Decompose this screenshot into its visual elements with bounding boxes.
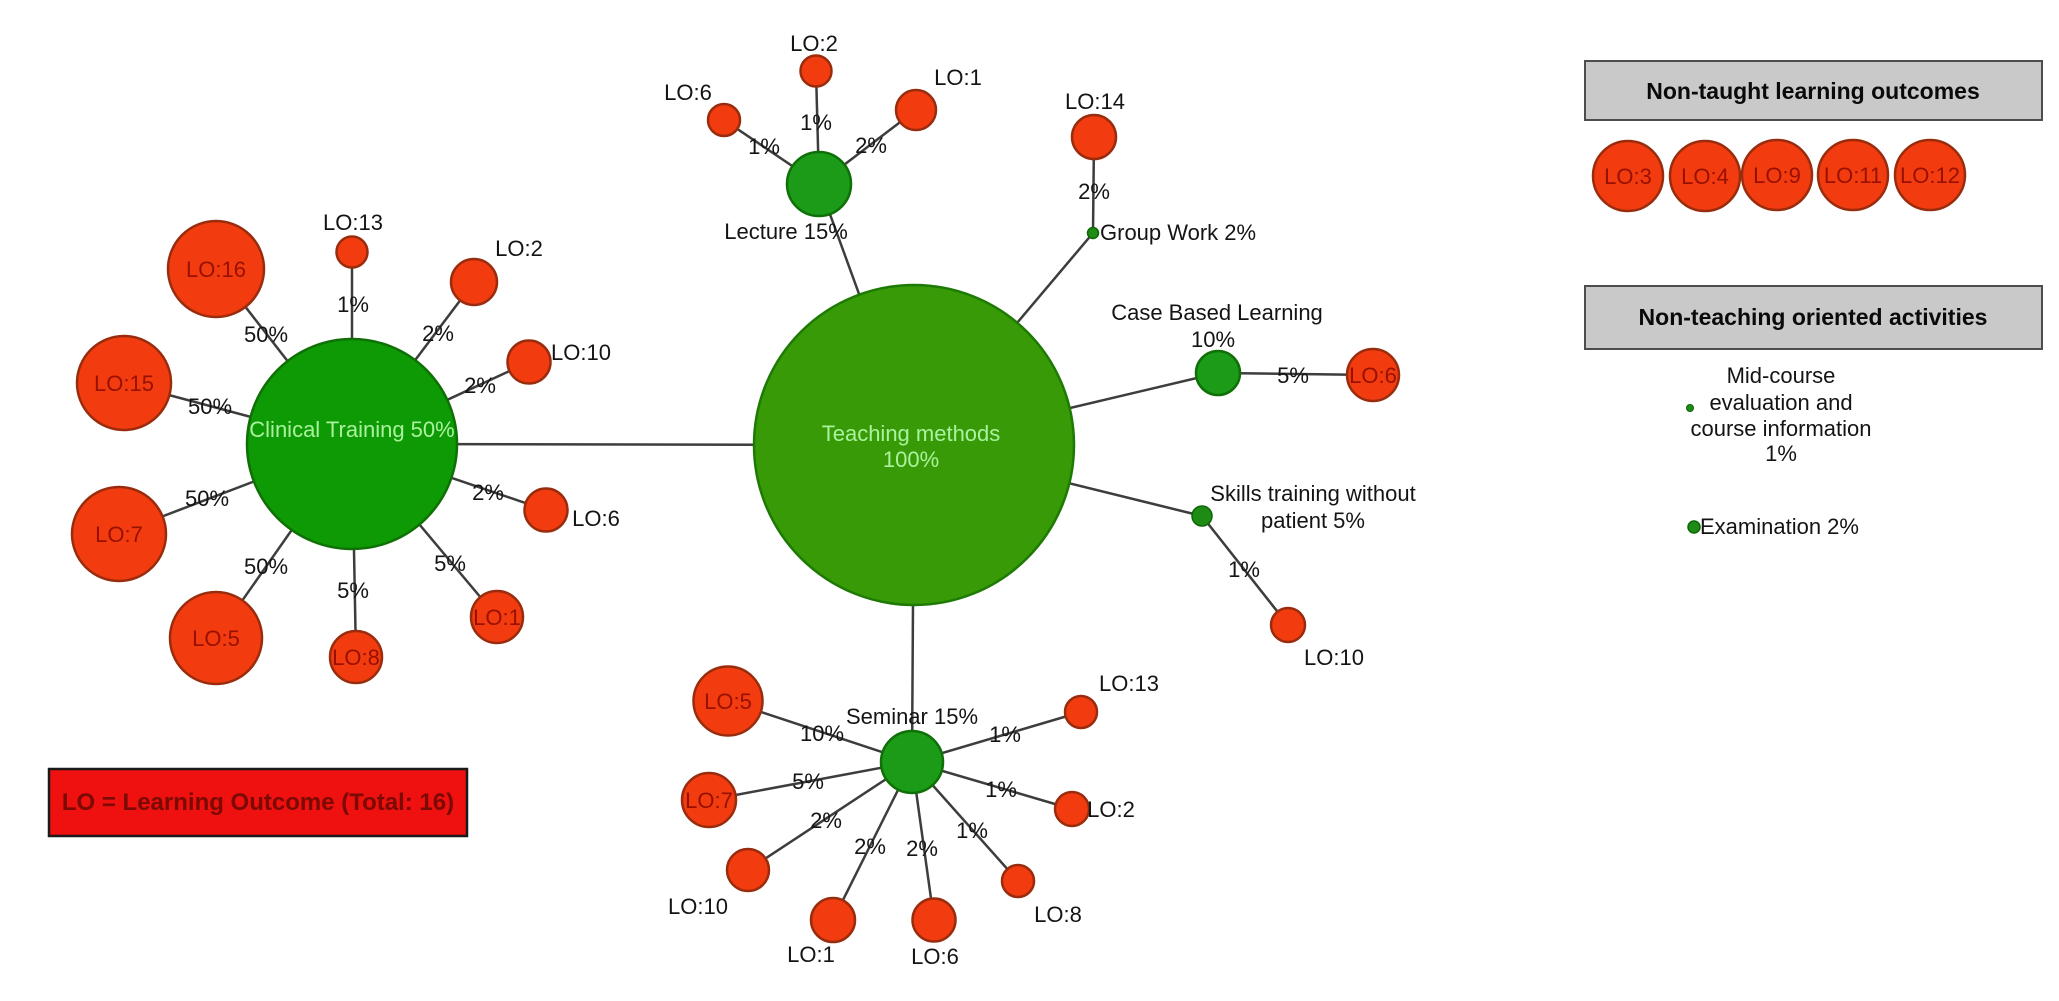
svg-text:2%: 2% [422, 321, 454, 346]
svg-text:LO:15: LO:15 [94, 371, 154, 396]
svg-text:1%: 1% [956, 818, 988, 843]
svg-text:LO:13: LO:13 [1099, 671, 1159, 696]
svg-text:2%: 2% [472, 480, 504, 505]
svg-text:2%: 2% [855, 133, 887, 158]
svg-text:10%: 10% [1191, 327, 1235, 352]
svg-text:LO:7: LO:7 [95, 522, 143, 547]
svg-text:LO:13: LO:13 [323, 210, 383, 235]
svg-text:LO:5: LO:5 [704, 689, 752, 714]
svg-text:LO:6: LO:6 [572, 506, 620, 531]
svg-text:LO:11: LO:11 [1824, 163, 1882, 188]
svg-text:50%: 50% [188, 394, 232, 419]
svg-text:LO:16: LO:16 [186, 257, 246, 282]
svg-text:5%: 5% [792, 769, 824, 794]
svg-text:Mid-course: Mid-course [1727, 363, 1836, 388]
svg-text:LO:8: LO:8 [332, 645, 380, 670]
svg-text:1%: 1% [800, 110, 832, 135]
svg-text:LO:2: LO:2 [495, 236, 543, 261]
svg-text:Non-taught learning outcomes: Non-taught learning outcomes [1646, 78, 1980, 104]
svg-text:LO:2: LO:2 [1087, 797, 1135, 822]
svg-text:50%: 50% [244, 322, 288, 347]
svg-text:50%: 50% [185, 486, 229, 511]
svg-text:LO:10: LO:10 [1304, 645, 1364, 670]
svg-text:LO:8: LO:8 [1034, 902, 1082, 927]
svg-text:5%: 5% [1277, 363, 1309, 388]
svg-text:5%: 5% [337, 578, 369, 603]
svg-text:2%: 2% [810, 808, 842, 833]
svg-text:2%: 2% [854, 834, 886, 859]
svg-text:LO:1: LO:1 [934, 65, 982, 90]
svg-text:LO:10: LO:10 [668, 894, 728, 919]
svg-text:1%: 1% [985, 777, 1017, 802]
svg-text:100%: 100% [883, 447, 939, 472]
svg-text:1%: 1% [1765, 441, 1797, 466]
svg-text:LO:6: LO:6 [664, 80, 712, 105]
svg-text:LO:4: LO:4 [1681, 164, 1729, 189]
svg-text:1%: 1% [1228, 557, 1260, 582]
svg-text:LO:3: LO:3 [1604, 164, 1652, 189]
svg-text:Teaching methods: Teaching methods [822, 421, 1001, 446]
svg-text:LO:7: LO:7 [685, 788, 733, 813]
svg-text:LO:2: LO:2 [790, 31, 838, 56]
svg-text:Lecture 15%: Lecture 15% [724, 219, 848, 244]
svg-text:LO:10: LO:10 [551, 340, 611, 365]
svg-text:1%: 1% [748, 134, 780, 159]
svg-text:Seminar 15%: Seminar 15% [846, 704, 978, 729]
svg-text:LO:12: LO:12 [1900, 163, 1960, 188]
svg-text:Skills training without: Skills training without [1210, 481, 1415, 506]
svg-text:1%: 1% [337, 292, 369, 317]
svg-text:Group Work 2%: Group Work 2% [1100, 220, 1256, 245]
svg-text:Examination 2%: Examination 2% [1700, 514, 1859, 539]
svg-text:2%: 2% [464, 373, 496, 398]
svg-text:LO:5: LO:5 [192, 626, 240, 651]
svg-text:Clinical Training 50%: Clinical Training 50% [249, 417, 454, 442]
svg-text:10%: 10% [800, 721, 844, 746]
svg-text:LO:6: LO:6 [911, 944, 959, 969]
svg-text:course information: course information [1691, 416, 1872, 441]
svg-text:LO = Learning Outcome (Total:: LO = Learning Outcome (Total: 16) [62, 789, 454, 816]
svg-text:LO:14: LO:14 [1065, 89, 1125, 114]
svg-text:LO:1: LO:1 [787, 942, 835, 967]
svg-text:patient 5%: patient 5% [1261, 508, 1365, 533]
svg-text:LO:6: LO:6 [1349, 363, 1397, 388]
svg-text:50%: 50% [244, 554, 288, 579]
svg-text:LO:9: LO:9 [1753, 163, 1801, 188]
svg-text:Case Based Learning: Case Based Learning [1111, 300, 1323, 325]
svg-text:LO:1: LO:1 [473, 605, 521, 630]
svg-text:1%: 1% [989, 722, 1021, 747]
svg-text:evaluation and: evaluation and [1709, 390, 1852, 415]
svg-text:Non-teaching oriented activiti: Non-teaching oriented activities [1639, 304, 1988, 330]
svg-text:2%: 2% [906, 836, 938, 861]
svg-text:2%: 2% [1078, 179, 1110, 204]
svg-text:5%: 5% [434, 551, 466, 576]
